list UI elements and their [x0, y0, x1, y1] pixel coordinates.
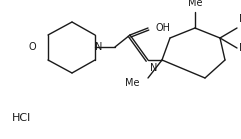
- Text: OH: OH: [156, 23, 171, 33]
- Text: Me: Me: [239, 43, 241, 53]
- Text: HCl: HCl: [12, 113, 31, 123]
- Text: N: N: [150, 63, 157, 73]
- Text: O: O: [28, 42, 36, 52]
- Text: N: N: [95, 42, 102, 52]
- Text: Me: Me: [188, 0, 202, 8]
- Text: Me: Me: [239, 14, 241, 24]
- Text: Me: Me: [126, 78, 140, 88]
